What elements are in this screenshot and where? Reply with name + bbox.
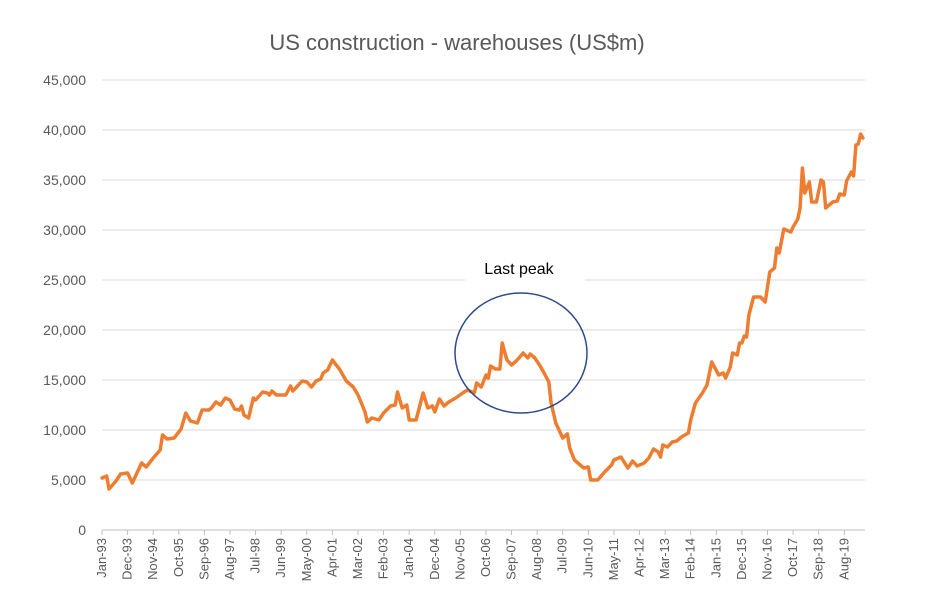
x-tick-label: Jun-10: [580, 538, 595, 578]
x-tick-label: Mar-13: [657, 538, 672, 579]
annotation: Last peak: [454, 252, 588, 414]
y-tick-label: 40,000: [43, 122, 86, 138]
x-tick-label: Nov-16: [760, 538, 775, 580]
x-tick-label: Oct-06: [478, 538, 493, 577]
y-tick-label: 15,000: [43, 372, 86, 388]
x-tick-label: Jun-99: [273, 538, 288, 578]
annotation-label: Last peak: [484, 261, 554, 278]
y-axis-labels: 0 5,000 10,000 15,000 20,000 25,000 30,000 35,0…: [43, 72, 86, 538]
series-group: [100, 132, 865, 491]
y-tick-label: 30,000: [43, 222, 86, 238]
y-tick-label: 25,000: [43, 272, 86, 288]
y-tick-label: 35,000: [43, 172, 86, 188]
x-tick-label: May-00: [299, 538, 314, 581]
y-tick-label: 45,000: [43, 72, 86, 88]
y-tick-label: 0: [78, 522, 86, 538]
x-tick-label: Apr-01: [324, 538, 339, 577]
x-tick-label: Sep-07: [504, 538, 519, 580]
x-tick-label: Mar-02: [350, 538, 365, 579]
x-tick-label: Dec-15: [734, 538, 749, 580]
series-line: [100, 132, 865, 491]
x-tick-label: Feb-03: [376, 538, 391, 579]
y-tick-label: 20,000: [43, 322, 86, 338]
x-tick-label: Apr-12: [632, 538, 647, 577]
annotation-label-background: [465, 252, 585, 282]
x-tick-label: Sep-96: [196, 538, 211, 580]
x-tick-label: Jan-04: [401, 538, 416, 578]
x-tick-label: Nov-05: [452, 538, 467, 580]
x-tick-label: Oct-95: [171, 538, 186, 577]
x-tick-label: Aug-19: [836, 538, 851, 580]
x-axis: Jan-93 Dec-93 Nov-94 Oct-95 Sep-96 Aug-97 Jul-…: [94, 529, 865, 581]
y-tick-label: 5,000: [51, 472, 86, 488]
x-tick-label: Nov-94: [145, 538, 160, 580]
y-tick-label: 10,000: [43, 422, 86, 438]
x-tick-label: Dec-93: [120, 538, 135, 580]
annotation-ellipse: [454, 292, 588, 414]
x-tick-label: Sep-18: [811, 538, 826, 580]
x-tick-label: Jan-93: [94, 538, 109, 578]
x-tick-label: Jul-98: [248, 538, 263, 573]
x-tick-label: May-11: [606, 538, 621, 580]
x-tick-label: Dec-04: [427, 538, 442, 580]
x-tick-label: Jul-09: [555, 538, 570, 573]
x-tick-label: Aug-08: [529, 538, 544, 580]
x-tick-label: Feb-14: [683, 538, 698, 579]
chart-title: US construction - warehouses (US$m): [269, 30, 644, 55]
x-tick-label: Aug-97: [222, 538, 237, 580]
x-tick-label: Oct-17: [785, 538, 800, 577]
x-tick-label: Jan-15: [708, 538, 723, 578]
